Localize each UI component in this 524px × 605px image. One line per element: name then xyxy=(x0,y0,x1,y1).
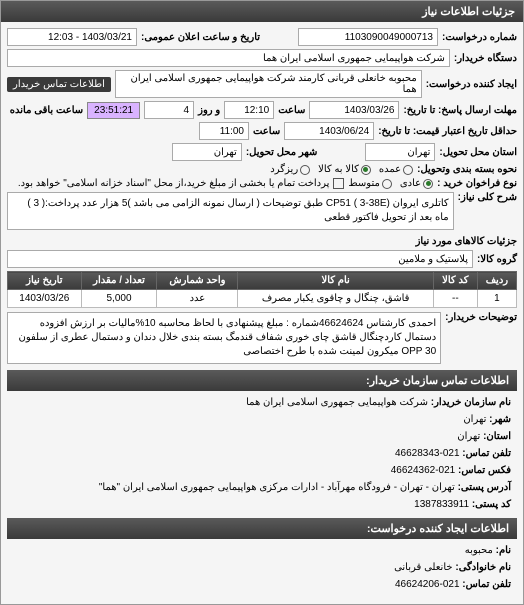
td-5: 1403/03/26 xyxy=(8,290,82,308)
bc-state: تهران xyxy=(457,431,480,442)
budget-radio-group: عادی متوسط xyxy=(348,178,433,189)
bc-city: تهران xyxy=(463,414,486,425)
request-number-label: شماره درخواست: xyxy=(442,32,517,43)
cr-family-label: نام خانوادگی: xyxy=(455,562,511,573)
deadline-time-field: 12:10 xyxy=(224,101,274,119)
requester-label: ایجاد کننده درخواست: xyxy=(426,79,517,90)
main-panel: جزئیات اطلاعات نیاز شماره درخواست: 11030… xyxy=(0,0,524,605)
cr-phone-label: تلفن تماس: xyxy=(462,579,511,590)
budget-option-1[interactable]: متوسط xyxy=(348,178,391,189)
validity-label: حداقل تاریخ اعتبار قیمت: تا تاریخ: xyxy=(378,126,517,137)
days-field: 4 xyxy=(144,101,194,119)
buyer-contact-header: اطلاعات تماس سازمان خریدار: xyxy=(7,370,517,391)
bc-address: تهران - تهران - فرودگاه مهرآباد - ادارات… xyxy=(99,482,455,493)
th-2: نام کالا xyxy=(238,272,433,290)
td-3: عدد xyxy=(157,290,238,308)
bc-fax-label: فکس تماس: xyxy=(458,465,511,476)
td-4: 5,000 xyxy=(81,290,157,308)
bc-fax: 021-46624362 xyxy=(391,465,456,476)
deadline-date-field: 1403/03/26 xyxy=(309,101,399,119)
cr-phone: 021-46624206 xyxy=(395,579,460,590)
bc-phone-label: تلفن تماس: xyxy=(462,448,511,459)
panel-title: جزئیات اطلاعات نیاز xyxy=(1,1,523,22)
th-4: تعداد / مقدار xyxy=(81,272,157,290)
th-5: تاریخ نیاز xyxy=(8,272,82,290)
creator-header: اطلاعات ایجاد کننده درخواست: xyxy=(7,518,517,539)
creator-info: نام: محبوبه نام خانوادگی: خانعلی قربانی … xyxy=(7,539,517,598)
th-0: ردیف xyxy=(477,272,516,290)
cr-family: خانعلی قربانی xyxy=(394,562,453,573)
delivery-city-field: تهران xyxy=(172,143,242,161)
bc-org: شرکت هواپیمایی جمهوری اسلامی ایران هما xyxy=(246,397,428,408)
remaining-label: ساعت باقی مانده xyxy=(10,105,83,116)
buyer-contact-info: نام سازمان خریدار: شرکت هواپیمایی جمهوری… xyxy=(7,391,517,518)
request-number-field: 1103090049000713 xyxy=(298,28,438,46)
bc-state-label: استان: xyxy=(483,431,511,442)
td-1: -- xyxy=(433,290,477,308)
buyer-org-field: شرکت هواپیمایی جمهوری اسلامی ایران هما xyxy=(7,49,450,67)
table-header-row: ردیف کد کالا نام کالا واحد شمارش تعداد /… xyxy=(8,272,517,290)
cr-name-label: نام: xyxy=(496,545,511,556)
days-label: و روز xyxy=(198,105,220,116)
announce-field: 1403/03/21 - 12:03 xyxy=(7,28,137,46)
time-label-2: ساعت xyxy=(253,126,280,137)
time-label-1: ساعت xyxy=(278,105,305,116)
countdown-timer: 23:51:21 xyxy=(87,102,140,119)
bc-phone: 021-46628343 xyxy=(395,448,460,459)
group-field: پلاستیک و ملامین xyxy=(7,250,473,268)
general-desc-box: کاتلری ایروان CP51 ( 3-38E) طبق توضیحات … xyxy=(7,192,454,230)
budget-option-0[interactable]: عادی xyxy=(400,178,433,189)
bc-address-label: آدرس پستی: xyxy=(458,482,511,493)
budget-label: نوع فراخوان خرید : xyxy=(437,178,517,189)
group-label: گروه کالا: xyxy=(477,254,517,265)
bc-org-label: نام سازمان خریدار: xyxy=(431,397,511,408)
bc-city-label: شهر: xyxy=(489,414,511,425)
delivery-state-label: استان محل تحویل: xyxy=(439,147,517,158)
td-0: 1 xyxy=(477,290,516,308)
general-desc-label: شرح کلی نیاز: xyxy=(458,192,517,203)
validity-date-field: 1403/06/24 xyxy=(284,122,374,140)
pkg-option-2[interactable]: ریزگرد xyxy=(270,164,310,175)
delivery-city-label: شهر محل تحویل: xyxy=(246,147,318,158)
items-table: ردیف کد کالا نام کالا واحد شمارش تعداد /… xyxy=(7,271,517,308)
delivery-state-field: تهران xyxy=(365,143,435,161)
deadline-label: مهلت ارسال پاسخ: تا تاریخ: xyxy=(403,105,517,116)
table-row: 1 -- قاشق، چنگال و چاقوی یکبار مصرف عدد … xyxy=(8,290,517,308)
buyer-org-label: دستگاه خریدار: xyxy=(454,53,517,64)
bc-postal-label: کد پستی: xyxy=(472,499,511,510)
items-section-title: جزئیات کالاهای مورد نیاز xyxy=(7,236,517,247)
requester-field: محبوبه خانعلی قربانی کارمند شرکت هواپیما… xyxy=(115,70,422,98)
packaging-radio-group: عمده کالا به کالا ریزگرد xyxy=(270,164,413,175)
th-3: واحد شمارش xyxy=(157,272,238,290)
validity-time-field: 11:00 xyxy=(199,122,249,140)
budget-note: پرداخت تمام یا بخشی از مبلغ خرید،از محل … xyxy=(18,178,330,189)
announce-label: تاریخ و ساعت اعلان عمومی: xyxy=(141,32,260,43)
budget-checkbox[interactable] xyxy=(333,178,344,189)
notes-box: احمدی کارشناس 46624624شماره : مبلغ پیشنه… xyxy=(7,312,441,364)
pkg-option-0[interactable]: عمده xyxy=(379,164,413,175)
packaging-label: نحوه بسته بندی وتحویل: xyxy=(417,164,517,175)
pkg-option-1[interactable]: کالا به کالا xyxy=(318,164,371,175)
panel-content: شماره درخواست: 1103090049000713 تاریخ و … xyxy=(1,22,523,604)
bc-postal: 1387833911 xyxy=(414,499,469,510)
cr-name: محبوبه xyxy=(465,545,493,556)
contact-badge[interactable]: اطلاعات تماس خریدار xyxy=(7,77,111,92)
th-1: کد کالا xyxy=(433,272,477,290)
td-2: قاشق، چنگال و چاقوی یکبار مصرف xyxy=(238,290,433,308)
notes-label: توضیحات خریدار: xyxy=(445,312,517,323)
